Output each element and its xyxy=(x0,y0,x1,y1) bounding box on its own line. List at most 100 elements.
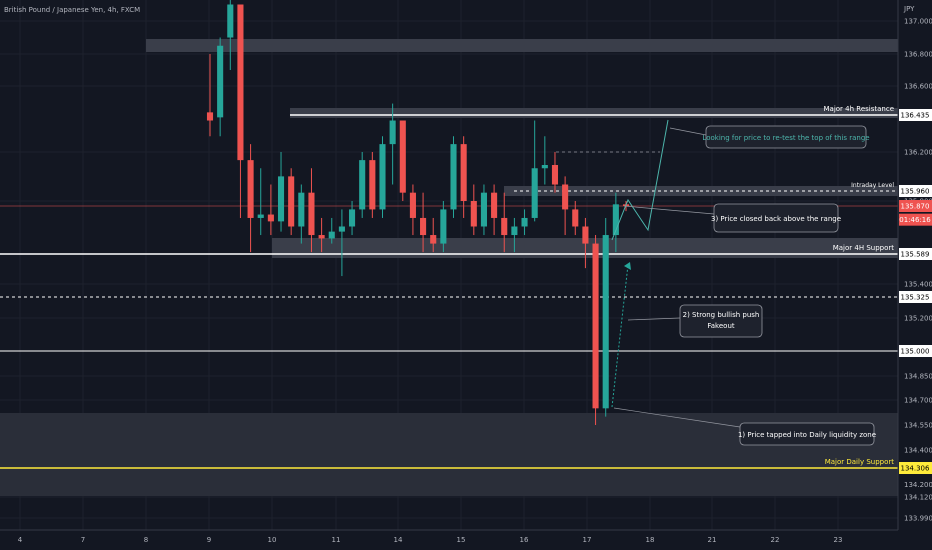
anno1-pointer xyxy=(669,127,707,136)
candle-body xyxy=(308,192,315,236)
candle-body xyxy=(318,235,325,239)
time-axis: 4 7 8 9 10 11 14 15 16 17 18 21 22 23 xyxy=(18,536,843,544)
price-labels: 136.435 135.960 135.870 01:46:16 135.589 135.… xyxy=(899,109,932,474)
candle-body xyxy=(409,192,416,218)
anno2-pointer xyxy=(623,205,715,215)
level-label: Major Daily Support xyxy=(825,458,895,466)
annotation-bullish-push: 2) Strong bullish push Fakeout xyxy=(679,304,763,338)
price-label-bg xyxy=(899,291,932,303)
y-tick-label: 136.800 xyxy=(904,51,932,59)
candle-body xyxy=(217,45,224,118)
candle-body xyxy=(521,217,528,227)
candle-body xyxy=(541,165,548,169)
candle-body xyxy=(602,235,609,409)
x-tick-label: 9 xyxy=(207,536,211,544)
candle-body xyxy=(470,201,477,227)
x-tick-label: 16 xyxy=(520,536,529,544)
levels: Major 4h Resistance Intraday Level Major 4… xyxy=(0,105,898,469)
candle-body xyxy=(206,112,214,121)
candle-body xyxy=(612,204,619,236)
y-tick-label: 135.200 xyxy=(904,315,932,323)
y-tick-label: 137.000 xyxy=(904,18,932,26)
x-tick-label: 4 xyxy=(18,536,23,544)
candle-body xyxy=(572,209,579,227)
candle-body xyxy=(349,209,356,227)
x-tick-label: 10 xyxy=(268,536,277,544)
y-tick-label: 134.550 xyxy=(904,422,932,430)
candle-body xyxy=(480,192,487,227)
candle-body xyxy=(247,160,254,218)
level-label: Major 4h Resistance xyxy=(824,105,895,113)
x-tick-label: 11 xyxy=(332,536,341,544)
candle-body xyxy=(592,243,599,409)
candle-body xyxy=(501,217,508,236)
annotation-closed-back: 3) Price closed back above the range xyxy=(711,203,841,233)
candle-body xyxy=(267,214,274,222)
candle-body xyxy=(420,217,427,236)
candle-body xyxy=(531,168,538,218)
price-label-bg xyxy=(899,345,932,357)
candle-body xyxy=(511,226,518,236)
price-label-bg xyxy=(899,462,932,474)
candle-body xyxy=(450,144,457,210)
candle-body xyxy=(551,165,559,185)
x-tick-label: 21 xyxy=(708,536,717,544)
candle-body xyxy=(430,235,437,244)
y-tick-label: 136.200 xyxy=(904,149,932,157)
y-tick-label: 134.700 xyxy=(904,397,932,405)
x-tick-label: 15 xyxy=(457,536,466,544)
x-tick-label: 7 xyxy=(81,536,85,544)
candle-body xyxy=(369,160,376,210)
candle-body xyxy=(491,192,498,218)
candle-body xyxy=(227,4,234,38)
price-label-bg xyxy=(899,213,932,226)
candle-body xyxy=(328,231,335,239)
level-label: Major 4H Support xyxy=(833,244,895,252)
annotation-daily-liquidity: 1) Price tapped into Daily liquidity zon… xyxy=(738,422,876,446)
price-label: 135.325 xyxy=(901,294,930,302)
price-label-bg xyxy=(899,185,932,197)
candle-body xyxy=(399,120,406,193)
price-label: 135.000 xyxy=(901,348,930,356)
projection-path xyxy=(611,119,669,241)
candle-body xyxy=(582,226,589,244)
y-tick-label: 134.200 xyxy=(904,481,932,489)
level-label: Intraday Level xyxy=(851,182,894,189)
candle-body xyxy=(298,192,305,227)
price-label: 135.870 xyxy=(901,203,930,211)
candles xyxy=(206,0,630,425)
price-label: 135.589 xyxy=(901,251,930,259)
candle-body xyxy=(379,144,386,210)
annotation-retest: Looking for price to re-test the top of … xyxy=(702,125,870,149)
x-tick-label: 17 xyxy=(583,536,592,544)
y-tick-label: 134.850 xyxy=(904,373,932,381)
anno3-pointer xyxy=(627,317,681,321)
price-label: 135.960 xyxy=(901,188,930,196)
price-label-bg xyxy=(899,109,932,121)
y-tick-label: 134.120 xyxy=(904,494,932,502)
symbol-title: British Pound / Japanese Yen, 4h, FXCM xyxy=(4,6,140,14)
y-tick-label: 134.400 xyxy=(904,447,932,455)
candle-body xyxy=(359,160,366,210)
candle-body xyxy=(288,176,295,227)
candle-body xyxy=(460,144,467,201)
price-axis: 137.000136.800136.600136.200135.900135.4… xyxy=(904,18,932,523)
price-label: 134.306 xyxy=(901,465,930,473)
y-tick-label: 135.400 xyxy=(904,281,932,289)
candle-body xyxy=(257,214,264,218)
candle-body xyxy=(440,209,447,244)
upper-zone xyxy=(146,39,898,52)
price-label: 136.435 xyxy=(901,112,930,120)
price-label-bg xyxy=(899,200,932,212)
annotation-retest-text: Looking for price to re-test the top of … xyxy=(702,134,869,142)
annotation-bullish-push-line2: Fakeout xyxy=(707,322,735,330)
resistance-zone xyxy=(290,108,898,118)
x-tick-label: 14 xyxy=(394,536,403,544)
candle-body xyxy=(562,184,569,210)
x-tick-label: 23 xyxy=(834,536,843,544)
x-tick-label: 22 xyxy=(771,536,780,544)
candle-body xyxy=(237,4,244,161)
currency-label: JPY xyxy=(903,5,915,13)
candle-body xyxy=(277,176,285,222)
